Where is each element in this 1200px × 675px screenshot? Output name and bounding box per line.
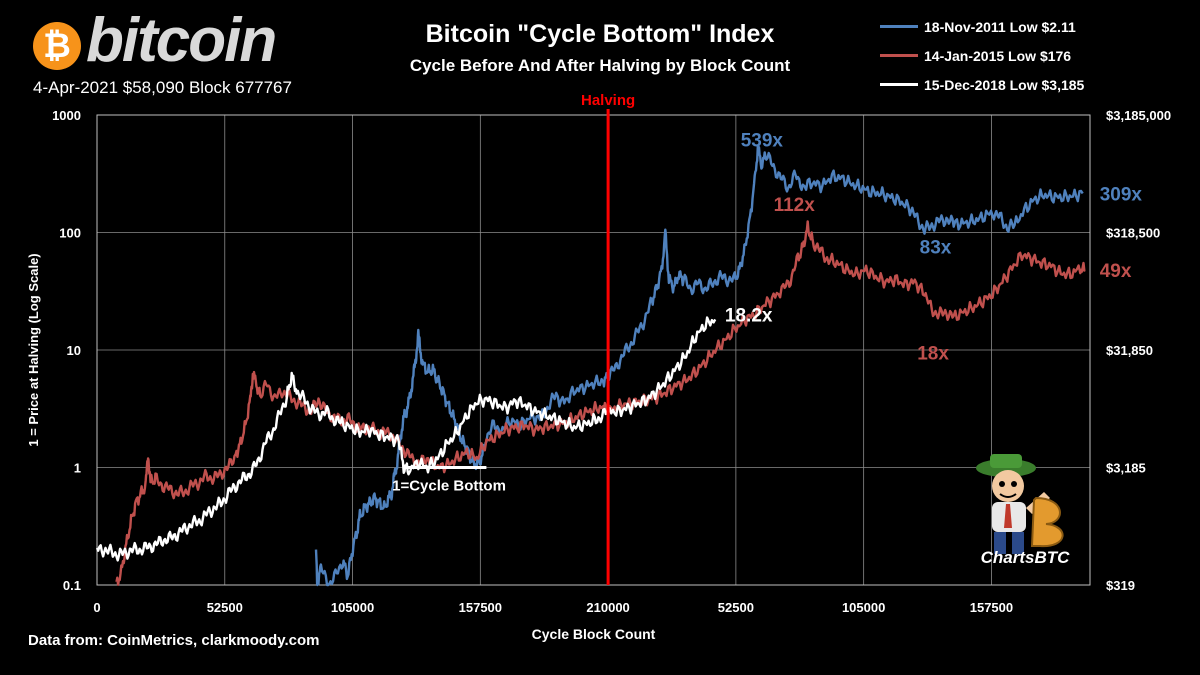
data-annotation: 49x — [1100, 261, 1132, 282]
bitcoin-coin-icon: ₿ — [33, 22, 81, 70]
annotations: 539x 112x 83x 309x 18.2x 18x 49x — [725, 130, 1143, 364]
legend-swatch-2018 — [880, 83, 918, 86]
marker-layer: Halving 1=Cycle Bottom — [392, 92, 635, 585]
legend-item-2018: 15-Dec-2018 Low $3,185 — [880, 70, 1084, 99]
legend-swatch-2015 — [880, 54, 918, 57]
legend-label-2011: 18-Nov-2011 Low $2.11 — [924, 18, 1076, 35]
legend-item-2011: 18-Nov-2011 Low $2.11 — [880, 12, 1084, 41]
chart-title: Bitcoin "Cycle Bottom" Index — [425, 20, 775, 48]
data-annotation: 18.2x — [725, 306, 773, 327]
plot-border — [96, 114, 1091, 586]
x-tick-label: 157500 — [970, 600, 1013, 615]
chart-subtitle: Cycle Before And After Halving by Block … — [409, 56, 791, 75]
data-annotation: 18x — [917, 344, 949, 365]
y-tick-label: 10 — [67, 343, 81, 358]
y-tick-label: 0.1 — [63, 578, 81, 593]
data-annotation: 309x — [1100, 184, 1143, 205]
y-tick-label: 1 — [74, 461, 81, 476]
y2-tick-label: $3,185,000 — [1106, 108, 1171, 123]
chartsbtc-mascot-icon — [976, 454, 1064, 554]
x-tick-label: 52500 — [207, 600, 243, 615]
y2-tick-label: $3,185 — [1106, 461, 1146, 476]
legend-item-2015: 14-Jan-2015 Low $176 — [880, 41, 1084, 70]
chart-legend: 18-Nov-2011 Low $2.11 14-Jan-2015 Low $1… — [880, 12, 1084, 99]
cycle-bottom-label: 1=Cycle Bottom — [392, 478, 506, 495]
data-annotation: 83x — [920, 238, 952, 259]
halving-label: Halving — [581, 92, 635, 109]
y-axis-label: 1 = Price at Halving (Log Scale) — [26, 253, 41, 446]
y-tick-label: 1000 — [52, 108, 81, 123]
y2-tick-label: $31,850 — [1106, 343, 1153, 358]
x-tick-label: 210000 — [586, 600, 629, 615]
y2-tick-label: $319 — [1106, 578, 1135, 593]
series-line-1 — [314, 145, 1084, 587]
y-tick-label: 100 — [59, 226, 81, 241]
data-annotation: 112x — [774, 195, 816, 216]
series-layer — [95, 145, 1086, 587]
price-block-info: 4-Apr-2021 $58,090 Block 677767 — [33, 78, 292, 97]
series-line-2 — [115, 220, 1086, 586]
legend-label-2015: 14-Jan-2015 Low $176 — [924, 47, 1072, 64]
bitcoin-brand-logo: bitcoin — [86, 6, 277, 75]
x-tick-label: 52500 — [718, 600, 754, 615]
x-axis-label: Cycle Block Count — [532, 626, 656, 642]
x-tick-label: 0 — [93, 600, 100, 615]
legend-swatch-2011 — [880, 25, 918, 28]
x-tick-label: 105000 — [331, 600, 374, 615]
data-annotation: 539x — [741, 130, 784, 151]
data-source-note: Data from: CoinMetrics, clarkmoody.com — [28, 632, 320, 649]
x-tick-label: 157500 — [459, 600, 502, 615]
tick-labels: 0 52500 105000 157500 210000 52500 105000 15750… — [52, 108, 1171, 615]
legend-label-2018: 15-Dec-2018 Low $3,185 — [924, 76, 1085, 93]
chartsbtc-label: ChartsBTC — [980, 548, 1070, 567]
x-tick-label: 105000 — [842, 600, 885, 615]
series-line-3 — [95, 316, 717, 562]
y2-tick-label: $318,500 — [1106, 226, 1160, 241]
